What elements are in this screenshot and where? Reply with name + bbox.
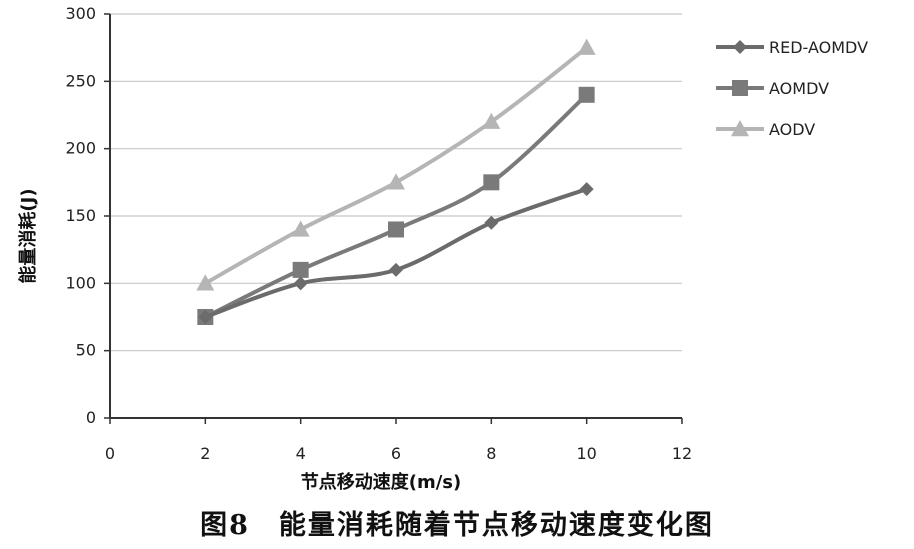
data-point-red-aomdv <box>293 276 308 291</box>
data-point-aomdv <box>578 86 595 103</box>
data-point-red-aomdv <box>198 310 213 324</box>
x-tick-label: 0 <box>105 444 115 463</box>
y-axis-label: 能量消耗(J) <box>17 188 39 283</box>
x-tick-labels: 0 2 4 6 8 10 12 <box>105 444 692 463</box>
x-tick-label: 2 <box>200 444 210 463</box>
data-point-aodv <box>291 220 310 237</box>
data-point-aodv <box>387 173 405 190</box>
x-tick-label: 12 <box>672 444 692 463</box>
legend-label-red-aomdv: RED-AOMDV <box>769 38 868 57</box>
data-point-red-aomdv <box>484 215 499 230</box>
y-tick-label: 250 <box>65 71 96 90</box>
y-tick-label: 100 <box>65 273 96 292</box>
data-point-aodv <box>482 112 501 129</box>
legend-marker-red-aomdv <box>733 40 747 54</box>
data-point-aomdv <box>292 261 309 278</box>
series-line-red-aomdv <box>204 187 588 319</box>
y-tick-label: 0 <box>86 408 96 427</box>
x-axis-label: 节点移动速度(m/s) <box>301 471 462 493</box>
x-tick-label: 4 <box>296 444 306 463</box>
legend-marker-aomdv <box>732 80 748 96</box>
energy-chart: 0 50 100 150 200 250 300 0 2 4 6 8 10 12 RED-AOMDV AO… <box>17 4 868 493</box>
data-point-aodv <box>577 38 596 55</box>
data-point-aomdv <box>388 221 404 238</box>
data-point-red-aomdv <box>389 262 403 277</box>
y-tick-label: 300 <box>65 4 96 23</box>
y-tick-labels: 0 50 100 150 200 250 300 <box>65 4 96 427</box>
figure-caption: 图8 能量消耗随着节点移动速度变化图 <box>200 510 714 541</box>
data-point-aodv <box>196 274 215 291</box>
data-point-red-aomdv <box>579 182 594 197</box>
legend: RED-AOMDV AOMDV AODV <box>716 38 868 139</box>
y-tick-label: 150 <box>65 206 96 225</box>
series-line-aodv <box>204 46 588 286</box>
legend-label-aomdv: AOMDV <box>769 79 829 98</box>
x-tick-label: 6 <box>391 444 401 463</box>
legend-marker-aodv <box>731 120 749 137</box>
series-layer <box>196 38 596 325</box>
axes <box>104 13 683 424</box>
y-tick-label: 200 <box>65 139 96 158</box>
legend-label-aodv: AODV <box>769 120 815 139</box>
x-tick-label: 10 <box>576 444 596 463</box>
x-tick-label: 8 <box>486 444 496 463</box>
data-point-aomdv <box>483 174 500 191</box>
y-tick-label: 50 <box>76 341 96 360</box>
